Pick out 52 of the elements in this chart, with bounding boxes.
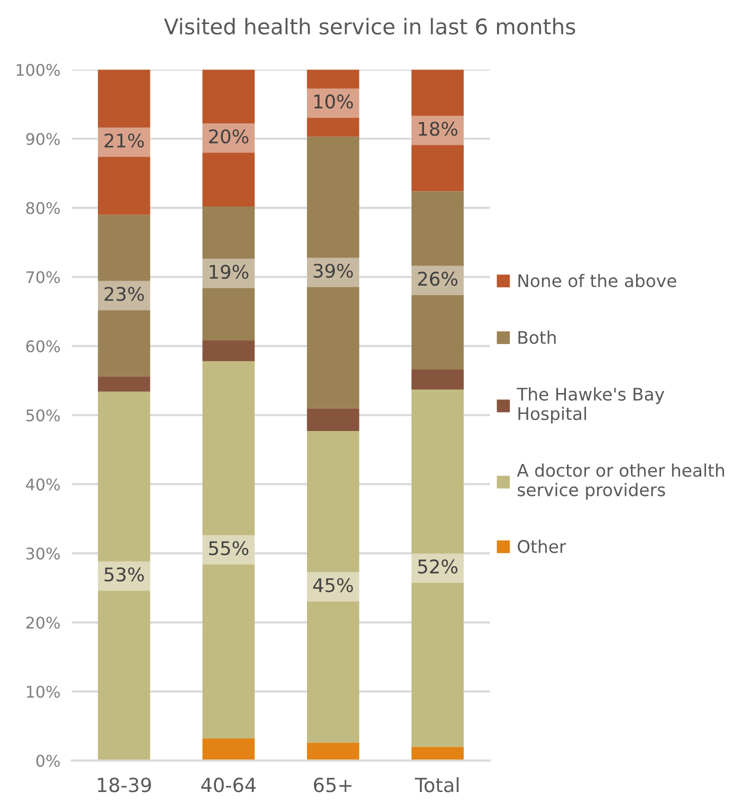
data-label: 45% xyxy=(313,578,353,592)
bar xyxy=(306,70,360,137)
bar xyxy=(98,376,150,392)
bar xyxy=(411,390,464,747)
data-label: 20% xyxy=(209,129,248,144)
data-label: 53% xyxy=(104,567,144,582)
bar xyxy=(306,408,360,432)
bar xyxy=(202,70,255,206)
bar xyxy=(411,746,464,761)
y-tick-label: 70% xyxy=(26,271,60,284)
legend-label: None of the above xyxy=(518,274,676,288)
x-tick-label: 18-39 xyxy=(98,778,151,792)
y-tick-label: 80% xyxy=(26,202,60,214)
bar xyxy=(411,70,464,192)
legend-label: A doctor or other health service providers xyxy=(516,463,724,500)
data-label: 18% xyxy=(418,122,458,136)
x-tick-label: 40-64 xyxy=(201,778,256,792)
y-tick-label: 30% xyxy=(26,548,60,560)
bar xyxy=(306,431,360,743)
y-tick-label: 40% xyxy=(26,478,60,491)
bar xyxy=(202,340,255,362)
y-tick-label: 100% xyxy=(16,64,60,76)
data-label: 10% xyxy=(314,94,353,109)
y-tick-label: 50% xyxy=(26,409,60,422)
x-tick-label: Total xyxy=(414,777,458,792)
bar xyxy=(411,191,464,370)
bar xyxy=(411,370,464,390)
data-label: 19% xyxy=(210,264,248,279)
chart-title: Visited health service in last 6 months xyxy=(164,18,576,35)
data-label: 52% xyxy=(418,559,458,574)
bar xyxy=(98,214,150,376)
x-tick-label: 65+ xyxy=(314,778,352,792)
bar xyxy=(202,361,255,738)
bar xyxy=(98,70,150,215)
data-label: 55% xyxy=(209,541,248,556)
data-label: 23% xyxy=(104,286,144,302)
legend-label: Both xyxy=(518,330,556,344)
bar xyxy=(202,206,255,341)
y-tick-label: 90% xyxy=(26,132,60,146)
bar xyxy=(306,742,360,761)
bar xyxy=(202,738,255,761)
legend-label: The Hawke's Bay Hospital xyxy=(516,387,664,424)
data-label: 39% xyxy=(314,264,353,278)
bar xyxy=(98,392,150,761)
data-label: 26% xyxy=(418,272,458,286)
bar xyxy=(306,136,360,408)
y-tick-label: 10% xyxy=(26,686,60,698)
data-label: 21% xyxy=(104,133,144,148)
y-tick-label: 0% xyxy=(36,754,60,767)
y-tick-label: 60% xyxy=(26,340,60,352)
legend-label: Other xyxy=(518,540,566,554)
y-tick-label: 20% xyxy=(26,616,60,629)
